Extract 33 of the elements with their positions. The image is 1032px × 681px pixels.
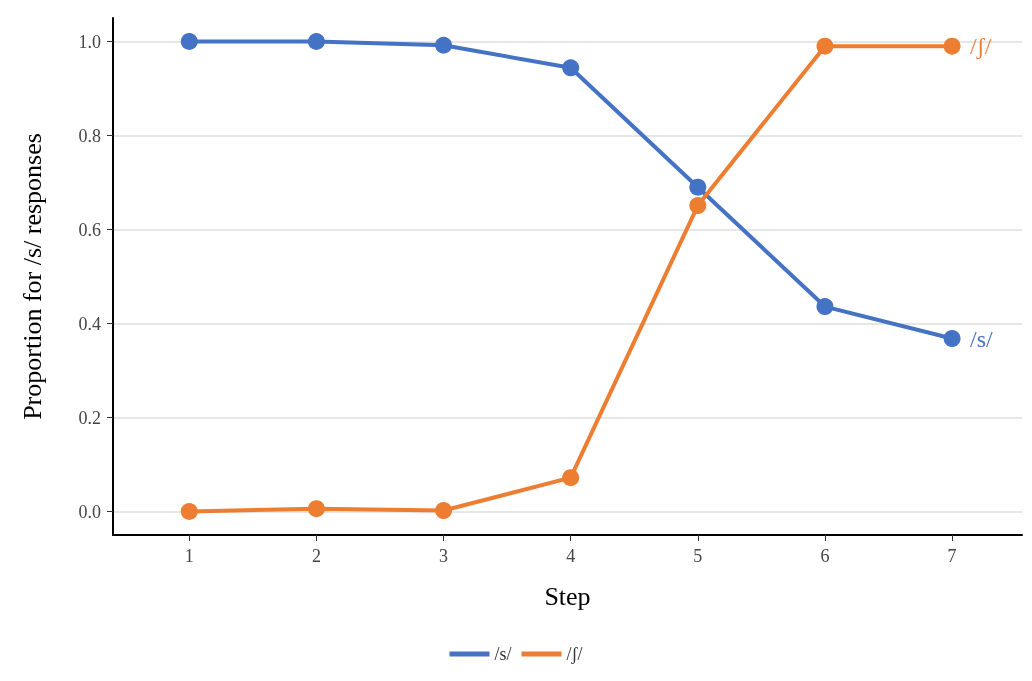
x-tick-label: 7 <box>947 546 957 566</box>
x-tick-label: 2 <box>311 546 321 566</box>
x-tick-label: 5 <box>693 546 703 566</box>
y-tick-label: 0.6 <box>78 219 101 240</box>
point <box>816 37 834 55</box>
x-tick-label: 1 <box>184 546 194 566</box>
point <box>689 197 707 215</box>
point <box>307 33 325 50</box>
point <box>562 59 580 77</box>
point <box>180 503 198 520</box>
point <box>435 36 453 54</box>
point <box>689 178 707 196</box>
x-axis-title: Step <box>544 581 591 611</box>
legend-label: /ʃ/ <box>566 644 583 664</box>
point <box>307 500 325 518</box>
point <box>816 298 834 316</box>
point <box>562 469 580 487</box>
point <box>943 330 961 348</box>
x-tick-label: 6 <box>820 546 830 566</box>
y-tick-label: 1.0 <box>78 31 101 52</box>
y-tick-label: 0.2 <box>78 407 101 428</box>
y-axis-title: Proportion for /s/ responses <box>17 133 47 420</box>
y-tick-label: 0.8 <box>78 125 101 146</box>
text: /s/ <box>970 325 993 352</box>
y-tick-label: 0.4 <box>78 313 101 334</box>
point <box>943 37 961 55</box>
text: /ʃ/ <box>970 33 992 60</box>
x-tick-label: 3 <box>439 546 449 566</box>
point <box>435 502 453 520</box>
x-tick-label: 4 <box>566 546 576 566</box>
y-tick-label: 0.0 <box>78 501 101 522</box>
legend-label: /s/ <box>494 644 512 664</box>
point <box>180 33 198 50</box>
